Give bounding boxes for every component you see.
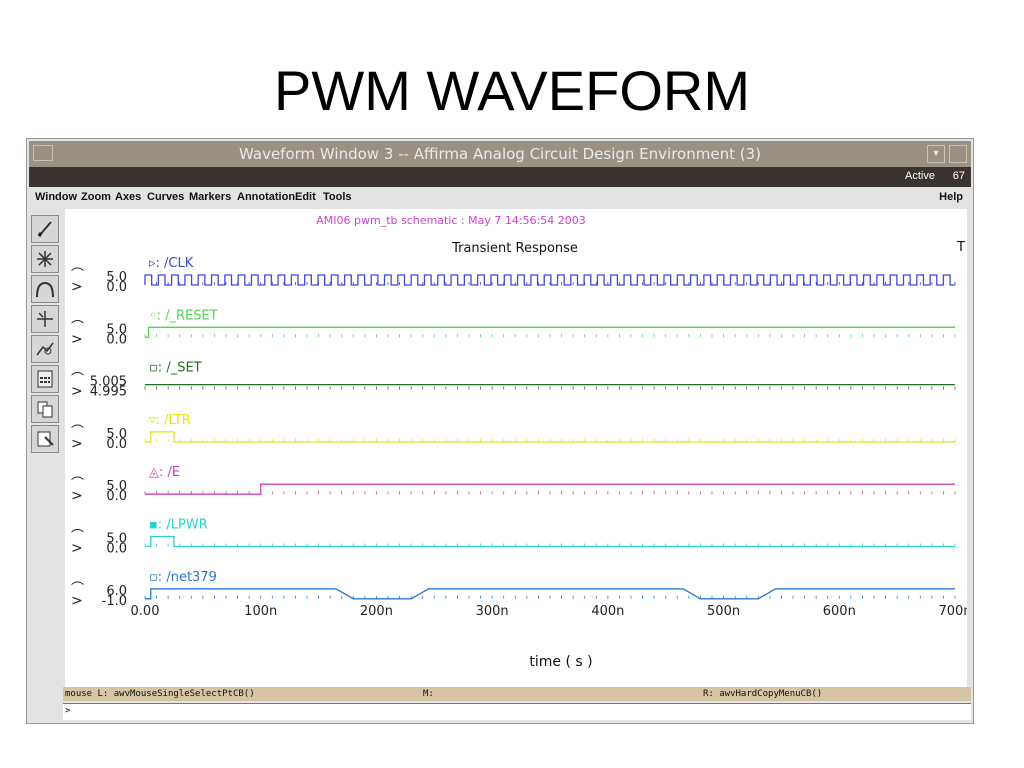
- curve-icon[interactable]: [31, 275, 59, 303]
- pencil-icon[interactable]: [31, 215, 59, 243]
- x-tick-label: 100n: [244, 604, 277, 619]
- trace-row[interactable]: ⌒>5.00.0 ◬: /E: [71, 465, 956, 504]
- trace-bracket-icon: ⌒: [71, 268, 84, 283]
- menu-bar: Window Zoom Axes Curves Markers Annotati…: [29, 187, 971, 207]
- menu-curves[interactable]: Curves: [147, 191, 185, 203]
- menu-window[interactable]: Window: [35, 191, 78, 203]
- trace-waveform[interactable]: [145, 483, 955, 495]
- menu-tools[interactable]: Tools: [323, 191, 352, 203]
- trace-ymin-label: 0.0: [106, 542, 127, 557]
- plot-header: AMI06 pwm_tb schematic : May 7 14:56:54 …: [316, 214, 585, 227]
- menu-markers[interactable]: Markers: [189, 191, 232, 203]
- trace-select-icon[interactable]: >: [71, 541, 83, 557]
- mouse-left-binding: mouse L: awvMouseSingleSelectPtCB(): [65, 689, 255, 699]
- trace-ymin-label: 0.0: [106, 280, 127, 295]
- slide-title: PWM WAVEFORM: [274, 59, 750, 122]
- status-bar: Active 67: [29, 167, 971, 187]
- trace-select-icon[interactable]: >: [71, 593, 83, 609]
- trace-bracket-icon: ⌒: [71, 373, 84, 388]
- command-prompt: >: [65, 706, 71, 716]
- x-tick-label: 400n: [591, 604, 624, 619]
- trace-ymax-label: 5.0: [106, 322, 127, 337]
- trace-row[interactable]: ⌒>5.00.0 ▹: /CLK: [71, 256, 956, 295]
- crosshair-icon[interactable]: [31, 305, 59, 333]
- trace-signal-name[interactable]: ▿: /LTR: [149, 413, 191, 428]
- trace-ymax-label: 5.0: [106, 532, 127, 547]
- trace-waveform[interactable]: [145, 326, 955, 338]
- mouse-right-binding: R: awvHardCopyMenuCB(): [703, 689, 823, 699]
- trace-signal-name[interactable]: ◬: /E: [149, 465, 180, 480]
- window-menu-button[interactable]: [33, 145, 53, 161]
- trace-bracket-icon: ⌒: [71, 477, 84, 492]
- copy-icon[interactable]: [31, 395, 59, 423]
- trace-ymin-label: 0.0: [106, 489, 127, 504]
- trace-select-icon[interactable]: >: [71, 436, 83, 452]
- menu-zoom[interactable]: Zoom: [81, 191, 111, 203]
- trace-signal-name[interactable]: ▫: /_SET: [149, 361, 202, 376]
- minimize-button[interactable]: ▾: [927, 145, 945, 163]
- calculator-icon[interactable]: [31, 365, 59, 393]
- zoom-icon[interactable]: [31, 335, 59, 363]
- asterisk-icon[interactable]: [31, 245, 59, 273]
- window-titlebar[interactable]: Waveform Window 3 -- Affirma Analog Circ…: [29, 141, 971, 167]
- trace-waveform[interactable]: [144, 274, 955, 286]
- trace-waveform[interactable]: [145, 535, 955, 548]
- x-tick-label: 200n: [360, 604, 393, 619]
- corner-marker[interactable]: T: [956, 240, 965, 255]
- trace-ymax-label: 5.005: [90, 375, 127, 390]
- trace-bracket-icon: ⌒: [71, 320, 84, 335]
- trace-select-icon[interactable]: >: [71, 488, 83, 504]
- menu-help[interactable]: Help: [939, 191, 963, 203]
- menu-annotation[interactable]: Annotation: [237, 191, 296, 203]
- menu-edit[interactable]: Edit: [295, 191, 316, 203]
- x-tick-label: 300n: [476, 604, 509, 619]
- trace-row[interactable]: ⌒>5.00.0 ▪: /LPWR: [71, 518, 956, 557]
- trace-signal-name[interactable]: ▫: /net379: [149, 570, 217, 585]
- x-tick-label: 0.00: [131, 604, 160, 619]
- trace-select-icon[interactable]: >: [71, 384, 83, 400]
- trace-signal-name[interactable]: ◦: /_RESET: [149, 308, 218, 323]
- mouse-binding-bar: mouse L: awvMouseSingleSelectPtCB() M: R…: [63, 687, 971, 701]
- waveform-window: Waveform Window 3 -- Affirma Analog Circ…: [26, 138, 974, 724]
- trace-row[interactable]: ⌒>6.0-1.0 ▫: /net379: [71, 570, 956, 609]
- x-axis-label: time ( s ): [529, 654, 592, 670]
- mouse-middle-binding: M:: [423, 689, 434, 699]
- trace-waveform[interactable]: [145, 588, 955, 600]
- status-active: Active: [905, 170, 935, 182]
- command-line[interactable]: >: [63, 703, 971, 720]
- trace-row[interactable]: ⌒>5.00.0 ▿: /LTR: [71, 413, 956, 452]
- menu-axes[interactable]: Axes: [115, 191, 142, 203]
- trace-ymin-label: 0.0: [106, 437, 127, 452]
- trace-signal-name[interactable]: ▪: /LPWR: [149, 518, 208, 533]
- trace-select-icon[interactable]: >: [71, 331, 83, 347]
- print-icon[interactable]: [31, 425, 59, 453]
- x-tick-label: 600n: [823, 604, 856, 619]
- trace-ymax-label: 6.0: [106, 584, 127, 599]
- trace-bracket-icon: ⌒: [71, 582, 84, 597]
- trace-ymin-label: -1.0: [102, 594, 127, 609]
- trace-ymax-label: 5.0: [106, 270, 127, 285]
- maximize-button[interactable]: [949, 145, 967, 163]
- window-number: 67: [952, 170, 965, 182]
- trace-ymax-label: 5.0: [106, 427, 127, 442]
- trace-bracket-icon: ⌒: [71, 530, 84, 545]
- trace-ymin-label: 4.995: [90, 385, 127, 400]
- trace-signal-name[interactable]: ▹: /CLK: [149, 256, 194, 271]
- trace-ymax-label: 5.0: [106, 479, 127, 494]
- window-title: Waveform Window 3 -- Affirma Analog Circ…: [239, 145, 761, 163]
- trace-waveform[interactable]: [145, 431, 955, 443]
- trace-bracket-icon: ⌒: [71, 425, 84, 440]
- trace-ymin-label: 0.0: [106, 332, 127, 347]
- trace-select-icon[interactable]: >: [71, 279, 83, 295]
- trace-row[interactable]: ⌒>5.00.0 ◦: /_RESET: [71, 308, 956, 347]
- waveform-plot-area[interactable]: AMI06 pwm_tb schematic : May 7 14:56:54 …: [65, 209, 972, 687]
- plot-title: Transient Response: [451, 241, 578, 256]
- x-tick-label: 500n: [707, 604, 740, 619]
- x-tick-label: 700n: [938, 604, 967, 619]
